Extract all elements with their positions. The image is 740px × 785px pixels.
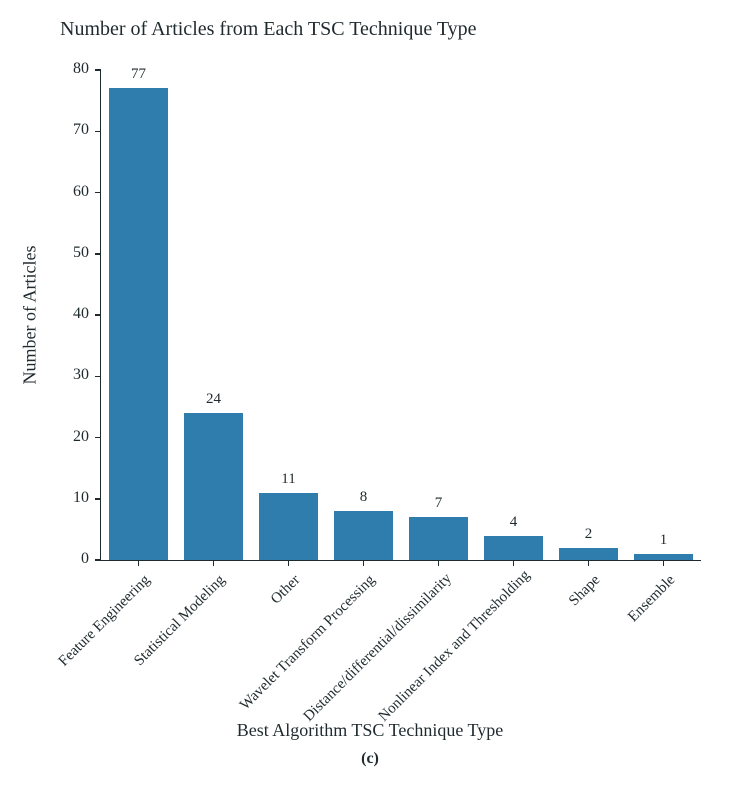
x-tick-mark	[288, 560, 290, 566]
y-tick-label: 40	[49, 305, 89, 323]
x-tick-mark	[438, 560, 440, 566]
bar-value-label: 24	[184, 391, 243, 408]
x-tick-label: Distance/differential/dissimilarity	[300, 572, 453, 725]
y-tick-label: 10	[49, 489, 89, 507]
y-tick-mark	[95, 253, 101, 255]
bar-value-label: 2	[559, 526, 618, 543]
bar: 24	[184, 413, 243, 560]
x-tick-mark	[513, 560, 515, 566]
bar: 11	[259, 493, 318, 560]
bar: 4	[484, 536, 543, 561]
x-tick-label: Ensemble	[525, 572, 678, 725]
x-tick-label: Nonlinear Index and Thresholding	[375, 572, 528, 725]
x-tick-mark	[588, 560, 590, 566]
x-tick-mark	[213, 560, 215, 566]
y-tick-mark	[95, 559, 101, 561]
y-tick-label: 80	[49, 60, 89, 78]
bar: 77	[109, 88, 168, 560]
y-axis-label: Number of Articles	[20, 246, 41, 385]
bar-value-label: 77	[109, 66, 168, 83]
y-tick-mark	[95, 69, 101, 71]
y-tick-label: 70	[49, 121, 89, 139]
bar-value-label: 11	[259, 471, 318, 488]
x-tick-mark	[363, 560, 365, 566]
x-tick-label: Feature Engineering	[0, 572, 153, 725]
y-tick-mark	[95, 437, 101, 439]
y-tick-label: 60	[49, 183, 89, 201]
subfigure-caption: (c)	[0, 750, 740, 768]
x-tick-label: Statistical Modeling	[75, 572, 228, 725]
chart-title: Number of Articles from Each TSC Techniq…	[60, 18, 477, 41]
y-tick-mark	[95, 314, 101, 316]
y-tick-mark	[95, 192, 101, 194]
bar-chart: Number of Articles from Each TSC Techniq…	[0, 0, 740, 785]
x-axis-label: Best Algorithm TSC Technique Type	[0, 720, 740, 741]
y-tick-label: 0	[49, 550, 89, 568]
bar-value-label: 1	[634, 532, 693, 549]
y-tick-mark	[95, 131, 101, 133]
x-tick-mark	[663, 560, 665, 566]
bar: 2	[559, 548, 618, 560]
y-tick-mark	[95, 376, 101, 378]
y-tick-mark	[95, 498, 101, 500]
plot-area: 0102030405060708077Feature Engineering24…	[100, 70, 701, 561]
bar-value-label: 8	[334, 489, 393, 506]
bar: 8	[334, 511, 393, 560]
x-tick-mark	[138, 560, 140, 566]
y-tick-label: 30	[49, 366, 89, 384]
x-tick-label: Shape	[450, 572, 603, 725]
x-tick-label: Wavelet Transform Processing	[225, 572, 378, 725]
y-tick-label: 20	[49, 428, 89, 446]
bar-value-label: 4	[484, 514, 543, 531]
y-tick-label: 50	[49, 244, 89, 262]
bar-value-label: 7	[409, 495, 468, 512]
bar: 7	[409, 517, 468, 560]
x-tick-label: Other	[150, 572, 303, 725]
